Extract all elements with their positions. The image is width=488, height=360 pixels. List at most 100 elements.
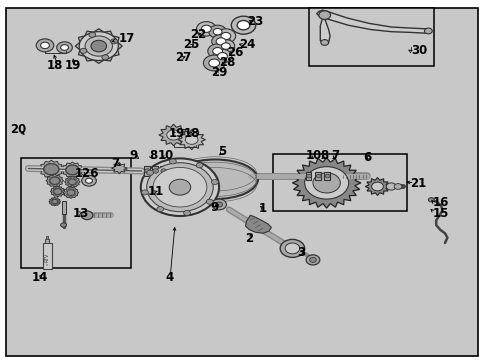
Text: 25: 25	[183, 38, 199, 51]
Polygon shape	[46, 174, 63, 187]
Text: 10: 10	[305, 149, 321, 162]
Circle shape	[67, 190, 75, 195]
Text: 14: 14	[32, 271, 48, 284]
Text: 16: 16	[432, 196, 448, 209]
Circle shape	[231, 16, 255, 34]
Circle shape	[65, 165, 79, 175]
Text: 10: 10	[157, 149, 173, 162]
Circle shape	[52, 199, 58, 204]
Circle shape	[386, 183, 395, 190]
Circle shape	[41, 42, 49, 49]
Circle shape	[153, 167, 206, 207]
Circle shape	[141, 190, 148, 195]
Text: 18: 18	[46, 59, 62, 72]
Text: 18: 18	[183, 127, 199, 140]
Circle shape	[169, 159, 176, 164]
Polygon shape	[61, 162, 83, 178]
Text: 9: 9	[129, 149, 138, 162]
Circle shape	[146, 163, 213, 212]
Circle shape	[169, 179, 190, 195]
Polygon shape	[178, 130, 205, 150]
Circle shape	[208, 59, 219, 67]
Circle shape	[61, 45, 68, 50]
Text: 11: 11	[148, 185, 164, 198]
Circle shape	[157, 207, 163, 212]
Circle shape	[50, 177, 60, 184]
Circle shape	[89, 32, 96, 37]
Polygon shape	[316, 10, 428, 33]
Circle shape	[208, 25, 226, 38]
Bar	[61, 201, 65, 214]
Text: 15: 15	[432, 207, 448, 220]
Circle shape	[51, 199, 59, 204]
Ellipse shape	[172, 159, 258, 199]
Circle shape	[152, 169, 158, 173]
Circle shape	[203, 55, 224, 71]
Polygon shape	[245, 215, 271, 233]
Text: 19: 19	[168, 127, 184, 140]
Circle shape	[212, 48, 222, 55]
Polygon shape	[292, 158, 360, 208]
Circle shape	[36, 39, 54, 52]
Polygon shape	[39, 160, 63, 178]
Circle shape	[285, 243, 299, 254]
Text: 8: 8	[320, 149, 328, 162]
Circle shape	[211, 35, 230, 48]
Circle shape	[217, 40, 234, 53]
Circle shape	[81, 175, 96, 186]
Circle shape	[67, 178, 77, 185]
Circle shape	[237, 21, 249, 30]
Circle shape	[66, 189, 76, 196]
Circle shape	[213, 28, 222, 35]
Circle shape	[183, 211, 190, 216]
Circle shape	[85, 178, 92, 183]
Circle shape	[81, 211, 93, 220]
Text: 21: 21	[409, 177, 425, 190]
Circle shape	[427, 198, 433, 202]
Text: 27: 27	[175, 51, 191, 64]
Bar	[305, 172, 311, 180]
Circle shape	[196, 163, 203, 168]
Text: 8: 8	[149, 149, 158, 162]
Polygon shape	[63, 187, 79, 198]
Circle shape	[213, 49, 231, 63]
Circle shape	[53, 188, 62, 195]
Polygon shape	[159, 124, 188, 146]
Circle shape	[61, 223, 66, 227]
Circle shape	[144, 169, 150, 173]
Circle shape	[371, 182, 383, 191]
Circle shape	[146, 170, 153, 175]
Circle shape	[216, 38, 225, 45]
Circle shape	[216, 29, 235, 43]
Circle shape	[201, 25, 211, 32]
Circle shape	[393, 184, 401, 189]
Circle shape	[316, 174, 321, 178]
Bar	[272, 154, 406, 211]
Circle shape	[304, 167, 348, 199]
Circle shape	[166, 130, 180, 140]
Bar	[324, 172, 329, 180]
Circle shape	[85, 36, 112, 56]
Circle shape	[211, 199, 226, 210]
Text: 7: 7	[111, 157, 120, 170]
Text: 1: 1	[258, 202, 266, 215]
Bar	[46, 236, 48, 239]
Bar	[144, 166, 150, 176]
Bar	[20, 158, 131, 268]
Text: 24: 24	[238, 38, 254, 51]
Polygon shape	[49, 197, 61, 206]
Circle shape	[185, 135, 198, 144]
Text: 30: 30	[410, 44, 426, 57]
Circle shape	[424, 28, 431, 34]
Polygon shape	[64, 176, 80, 188]
Circle shape	[207, 44, 227, 58]
Text: 2: 2	[245, 232, 253, 245]
Text: 126: 126	[74, 167, 99, 180]
Polygon shape	[75, 29, 122, 63]
Circle shape	[221, 32, 230, 40]
Text: 29: 29	[211, 66, 227, 78]
Circle shape	[196, 22, 216, 36]
Circle shape	[280, 239, 304, 257]
Circle shape	[110, 39, 117, 44]
Circle shape	[141, 158, 219, 216]
